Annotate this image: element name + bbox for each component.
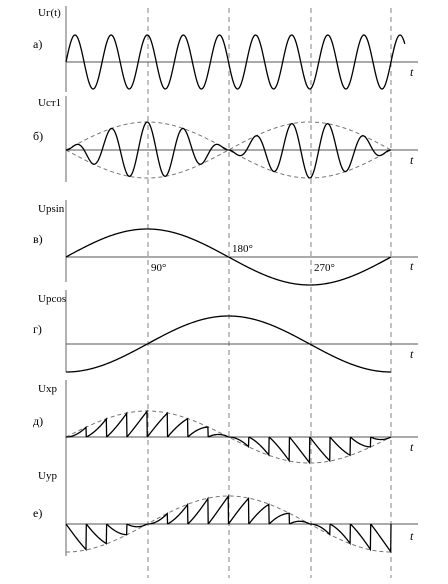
panel-d-envelope <box>65 410 392 464</box>
panel-b-t-label: t <box>410 153 414 167</box>
panel-g-cos-curve <box>66 315 391 373</box>
panel-e-t-label: t <box>410 529 414 543</box>
panel-v: Upsin в) t 90° 180° 270° <box>33 200 418 286</box>
panel-d-t-label: t <box>410 440 414 454</box>
panel-a-label: а) <box>33 37 42 51</box>
angle-label-90: 90° <box>151 262 166 274</box>
panel-b: Uст1 б) t <box>33 96 418 182</box>
panel-b-envelope-lower <box>65 149 392 179</box>
panel-d-sawtooth <box>65 409 392 465</box>
panel-b-ylabel: Uст1 <box>38 97 61 109</box>
panel-a-t-label: t <box>410 65 414 79</box>
panel-e: Uyp е) t <box>33 466 418 556</box>
panel-b-envelope-upper <box>65 121 392 151</box>
angle-label-270: 270° <box>314 262 335 274</box>
panel-v-label: в) <box>33 232 43 246</box>
panel-d-label: д) <box>33 414 43 428</box>
panel-g-ylabel: Upcos <box>38 293 66 305</box>
panel-g-t-label: t <box>410 347 414 361</box>
panel-a: Uг(t) а) t <box>33 6 418 92</box>
panel-v-t-label: t <box>410 259 414 273</box>
panel-g-label: г) <box>33 322 42 336</box>
panel-e-sawtooth <box>65 494 392 554</box>
panel-b-label: б) <box>33 129 43 143</box>
angle-label-180: 180° <box>232 243 253 255</box>
panel-a-ylabel: Uг(t) <box>38 7 61 19</box>
panel-e-label: е) <box>33 506 42 520</box>
panel-g: Upcos г) t <box>33 290 418 373</box>
panel-v-sin-curve <box>65 228 392 286</box>
panel-v-ylabel: Upsin <box>38 203 65 215</box>
reference-lines <box>147 8 392 578</box>
panel-e-envelope <box>66 495 391 553</box>
panel-e-ylabel: Uyp <box>38 470 57 482</box>
panel-a-carrier-curve <box>65 34 406 90</box>
panel-b-modulated-curve <box>65 121 391 179</box>
panel-d: Uxp д) t <box>33 380 418 466</box>
panel-d-ylabel: Uxp <box>38 383 57 395</box>
